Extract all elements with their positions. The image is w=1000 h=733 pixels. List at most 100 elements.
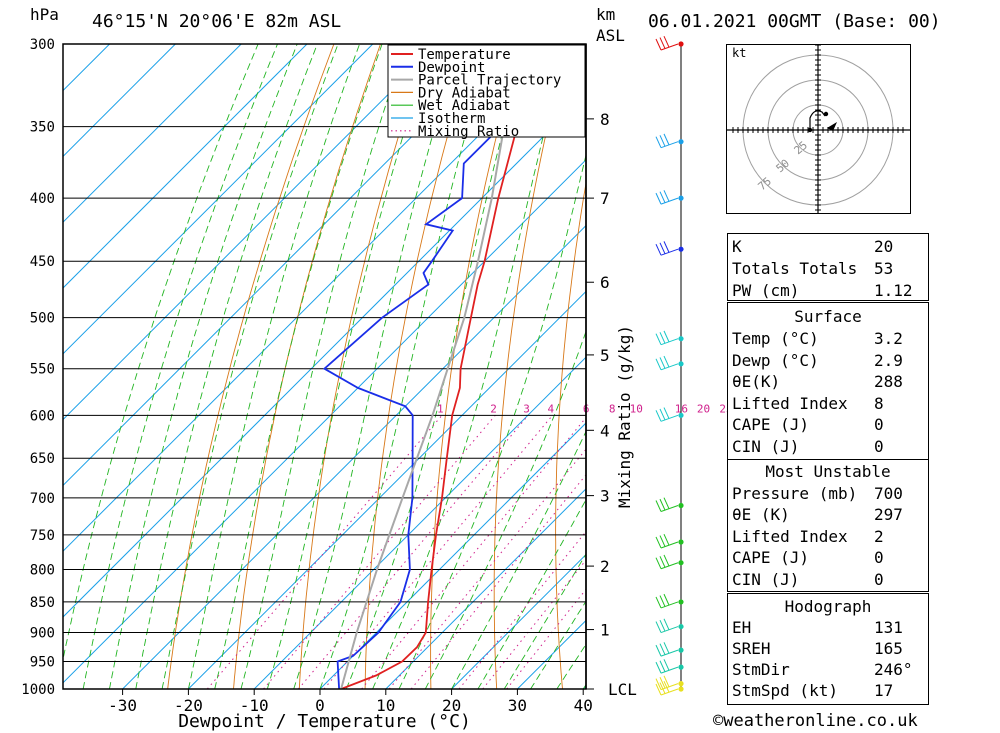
mixing-ratio-label: 8 [609,402,616,415]
wind-barb-feather [663,497,670,509]
mixing-ratio-label: 3 [523,402,530,415]
surface-temp-label: Temp (°C) [732,329,819,348]
wind-barb [655,554,684,570]
dewpoint-line [322,44,540,689]
wind-barb-shaft [660,541,679,549]
wind-barb-feather [659,498,666,511]
mu-cin-value: 0 [874,570,884,589]
wind-barb-feather [663,533,670,546]
mu-pressure-value: 700 [874,484,903,503]
wind-barb-shaft [660,649,679,657]
height-tick-label: 6 [600,273,610,292]
wind-level-dot [678,599,684,605]
wind-barb-feather [659,135,666,147]
wind-barb [655,330,684,346]
pressure-tick-label: 850 [30,595,55,611]
asl-label: ASL [596,26,625,45]
wind-barb-feather [663,642,670,654]
height-tick-label: 7 [600,189,610,208]
axes: 3003504004505005506006507007508008509009… [21,37,593,732]
pressure-tick-label: 300 [30,37,55,53]
wind-level-dot [678,539,684,545]
wind-barb-shaft [660,248,679,256]
wind-barb [655,241,684,256]
wind-barb-feather [655,410,662,422]
surface-dewp-value: 2.9 [874,351,903,370]
isotherm-lines [63,44,586,689]
mixing-ratio-lines [206,414,586,689]
wet-adiabat-line [108,44,298,689]
wind-barb [655,533,684,549]
x-tick-label: 0 [315,696,325,715]
table-divider [728,459,928,460]
surface-cin-label: CIN (J) [732,437,800,456]
wind-barb-shaft [660,197,679,205]
surface-lifted-label: Lifted Index [732,394,848,413]
pressure-tick-label: 700 [30,491,55,507]
wind-level-dot [678,41,684,47]
wind-barb-feather [663,593,670,606]
wind-level-dot [678,560,684,566]
mu-cape-label: CAPE (J) [732,548,810,567]
mixing-ratio-line [410,474,586,689]
isotherm-line [63,44,439,421]
wet-adiabat-line [293,44,461,689]
wind-barb-feather [659,357,666,369]
wind-barb [655,680,684,696]
wet-adiabat-line [63,44,259,662]
wind-barb-feather [659,332,666,344]
wind-level-dot [678,195,684,201]
pressure-tick-label: 750 [30,528,55,544]
wind-barbs [655,35,684,696]
wind-barb-shaft [660,688,679,696]
wind-barb-feather [659,660,666,672]
wind-barb-feather [655,557,662,569]
copyright-text: ©weatheronline.co.uk [713,711,918,731]
wind-barb-shaft [660,141,679,149]
height-tick-label: 2 [600,557,610,576]
wind-barb-feather [663,330,670,343]
legend-label: Mixing Ratio [418,124,519,140]
mixing-ratio-label: 2 [490,402,497,415]
wind-barb-shaft [660,683,679,691]
stmspd-label: StmSpd (kt) [732,681,838,700]
isotherm-line [63,44,308,289]
wind-barb-feather [663,659,670,671]
wind-barb-feather [659,643,666,655]
dry-adiabat-line [555,180,586,689]
pressure-tick-label: 950 [30,655,55,671]
isotherm-line [63,44,505,487]
wind-barb-shaft [660,666,679,674]
wind-barb-feather [655,678,662,690]
pressure-tick-label: 1000 [21,682,55,698]
wind-barb-feather [655,644,662,657]
sreh-value: 165 [874,639,903,658]
x-tick-label: 30 [508,696,527,715]
wind-barb-feather [659,619,666,632]
wind-barb-shaft [660,414,679,422]
isotherm-line [63,44,571,552]
x-tick-label: -20 [174,696,203,715]
wind-level-dot [678,681,684,687]
pressure-tick-label: 650 [30,451,55,467]
isotherm-line [319,422,586,689]
pressure-tick-label: 350 [30,120,55,136]
dry-adiabat-line [986,44,1000,689]
dry-adiabat-line [673,44,707,689]
legend-label: Temperature [418,47,511,63]
temperature-line [340,66,586,689]
hodograph-point [823,111,829,117]
pressure-tick-label: 400 [30,191,55,207]
wet-adiabat-line [345,44,527,689]
wind-level-dot [678,647,684,653]
wind-barb [655,618,684,634]
surface-cape-value: 0 [874,415,884,434]
stmdir-label: StmDir [732,660,790,679]
legend-label: Dry Adiabat [418,85,511,101]
wind-barb-feather [663,133,670,146]
wind-barb-feather [655,500,662,512]
mu-cape-value: 0 [874,548,884,567]
wind-barb-feather [655,661,662,674]
wind-barb-shaft [660,562,679,570]
